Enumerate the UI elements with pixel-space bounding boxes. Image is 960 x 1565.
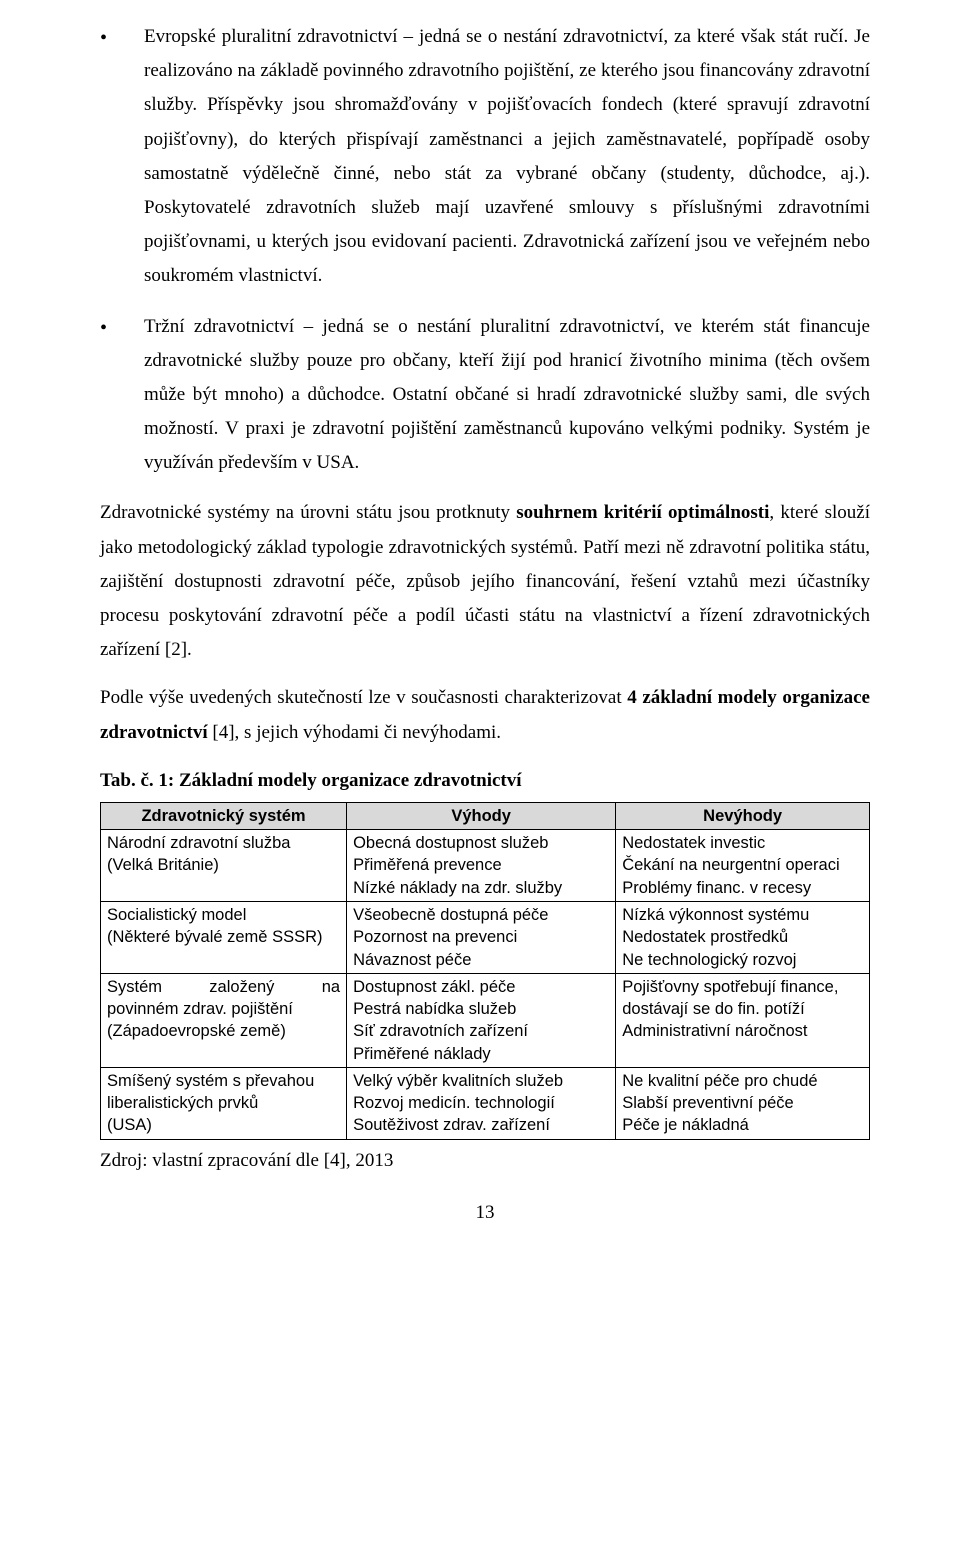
table-cell: Nedostatek investic Čekání na neurgentní…: [616, 830, 870, 902]
table-header: Výhody: [347, 802, 616, 829]
cell-line: Péče je nákladná: [622, 1114, 863, 1136]
models-table: Zdravotnický systém Výhody Nevýhody Náro…: [100, 802, 870, 1140]
cell-line: Systém založený na: [107, 976, 340, 998]
cell-line: Nízká výkonnost systému: [622, 904, 863, 926]
cell-line: Smíšený systém s převahou: [107, 1070, 340, 1092]
table-cell: Obecná dostupnost služeb Přiměřená preve…: [347, 830, 616, 902]
table-cell: Pojišťovny spotřebují finance, dostávají…: [616, 973, 870, 1067]
cell-line: Obecná dostupnost služeb: [353, 832, 609, 854]
cell-line: Velký výběr kvalitních služeb: [353, 1070, 609, 1092]
bullet-item: Evropské pluralitní zdravotnictví – jedn…: [144, 20, 870, 294]
table-cell: Dostupnost zákl. péče Pestrá nabídka slu…: [347, 973, 616, 1067]
bold-text: souhrnem kritérií optimálnosti: [516, 502, 769, 523]
text: Zdravotnické systémy na úrovni státu jso…: [100, 502, 516, 523]
table-header: Zdravotnický systém: [101, 802, 347, 829]
cell-line: Pestrá nabídka služeb: [353, 998, 609, 1020]
table-cell: Nízká výkonnost systému Nedostatek prost…: [616, 902, 870, 974]
cell-line: povinném zdrav. pojištění: [107, 998, 340, 1020]
cell-line: Socialistický model: [107, 904, 340, 926]
cell-line: Problémy financ. v recesy: [622, 877, 863, 899]
table-row: Systém založený na povinném zdrav. pojiš…: [101, 973, 870, 1067]
cell-line: liberalistických prvků: [107, 1092, 340, 1114]
table-header-row: Zdravotnický systém Výhody Nevýhody: [101, 802, 870, 829]
cell-line: dostávají se do fin. potíží: [622, 998, 863, 1020]
table-row: Smíšený systém s převahou liberalistický…: [101, 1067, 870, 1139]
cell-line: Pojišťovny spotřebují finance,: [622, 976, 863, 998]
cell-line: (USA): [107, 1114, 340, 1136]
table-cell: Velký výběr kvalitních služeb Rozvoj med…: [347, 1067, 616, 1139]
table-row: Socialistický model (Některé bývalé země…: [101, 902, 870, 974]
cell-line: Dostupnost zákl. péče: [353, 976, 609, 998]
text: Podle výše uvedených skutečností lze v s…: [100, 687, 627, 708]
cell-line: Návaznost péče: [353, 949, 609, 971]
cell-line: Administrativní náročnost: [622, 1020, 863, 1042]
cell-line: Všeobecně dostupná péče: [353, 904, 609, 926]
table-row: Národní zdravotní služba (Velká Británie…: [101, 830, 870, 902]
cell-line: Čekání na neurgentní operaci: [622, 854, 863, 876]
page-number: 13: [100, 1196, 870, 1230]
table-header: Nevýhody: [616, 802, 870, 829]
cell-line: Ne technologický rozvoj: [622, 949, 863, 971]
cell-line: (Velká Británie): [107, 854, 340, 876]
text: na: [322, 976, 340, 998]
cell-line: (Některé bývalé země SSSR): [107, 926, 340, 948]
table-cell: Systém založený na povinném zdrav. pojiš…: [101, 973, 347, 1067]
text: [4], s jejich výhodami či nevýhodami.: [208, 722, 501, 743]
text: založený: [209, 976, 274, 998]
bullet-list: Evropské pluralitní zdravotnictví – jedn…: [100, 20, 870, 480]
cell-line: Pozornost na prevenci: [353, 926, 609, 948]
text: , které slouží jako metodologický základ…: [100, 502, 870, 660]
cell-line: Nízké náklady na zdr. služby: [353, 877, 609, 899]
cell-line: (Západoevropské země): [107, 1020, 340, 1042]
paragraph: Zdravotnické systémy na úrovni státu jso…: [100, 496, 870, 667]
cell-line: Přiměřené náklady: [353, 1043, 609, 1065]
paragraph: Podle výše uvedených skutečností lze v s…: [100, 681, 870, 749]
table-caption: Tab. č. 1: Základní modely organizace zd…: [100, 764, 870, 798]
table-cell: Národní zdravotní služba (Velká Británie…: [101, 830, 347, 902]
cell-line: Rozvoj medicín. technologií: [353, 1092, 609, 1114]
table-cell: Smíšený systém s převahou liberalistický…: [101, 1067, 347, 1139]
text: Systém: [107, 976, 162, 998]
cell-line: Nedostatek investic: [622, 832, 863, 854]
cell-line: Nedostatek prostředků: [622, 926, 863, 948]
cell-line: Soutěživost zdrav. zařízení: [353, 1114, 609, 1136]
table-cell: Všeobecně dostupná péče Pozornost na pre…: [347, 902, 616, 974]
cell-line: Národní zdravotní služba: [107, 832, 340, 854]
cell-line: Ne kvalitní péče pro chudé: [622, 1070, 863, 1092]
bullet-item: Tržní zdravotnictví – jedná se o nestání…: [144, 310, 870, 481]
table-cell: Socialistický model (Některé bývalé země…: [101, 902, 347, 974]
table-cell: Ne kvalitní péče pro chudé Slabší preven…: [616, 1067, 870, 1139]
cell-line: Přiměřená prevence: [353, 854, 609, 876]
cell-line: Slabší preventivní péče: [622, 1092, 863, 1114]
cell-line: Síť zdravotních zařízení: [353, 1020, 609, 1042]
table-source: Zdroj: vlastní zpracování dle [4], 2013: [100, 1144, 870, 1178]
